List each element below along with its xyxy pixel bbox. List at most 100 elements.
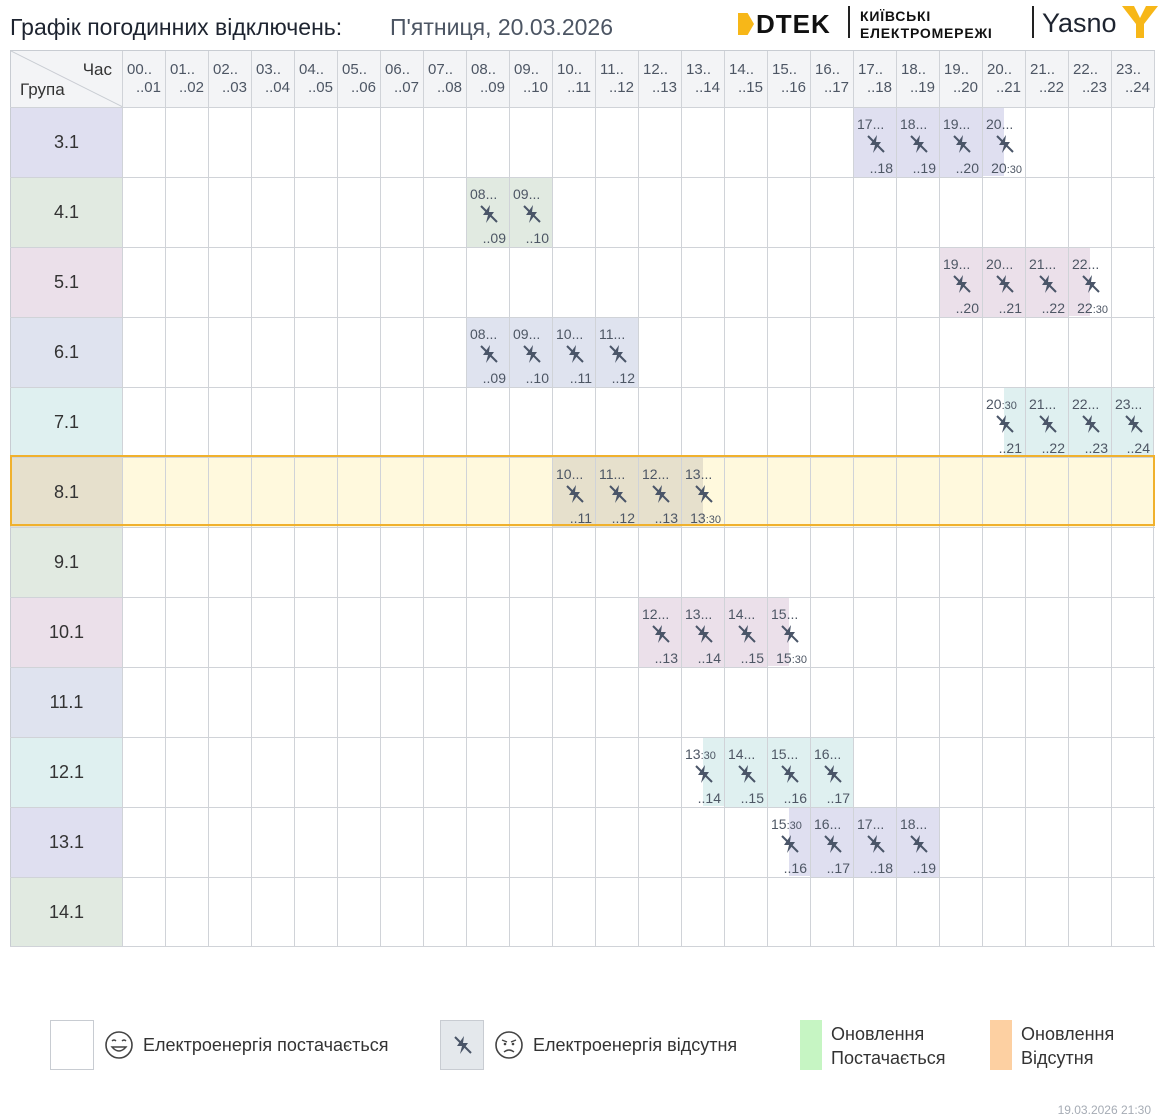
hour-cell-outage: 12... ..13	[638, 458, 681, 527]
hour-cell-power-on	[681, 388, 724, 457]
power-off-icon	[565, 484, 585, 504]
hour-cell-power-on	[767, 318, 810, 387]
group-label: 3.1	[10, 108, 122, 177]
hour-cell-power-on	[1068, 738, 1111, 807]
hour-header-start: 18..	[901, 61, 927, 78]
hour-cell-outage: 12... ..13	[638, 598, 681, 667]
hour-cell-power-on	[896, 388, 939, 457]
hour-header-end: ..15	[737, 79, 763, 96]
cell-end-hour: ..19	[912, 160, 936, 176]
cell-end-hour: ..21	[998, 440, 1022, 456]
hour-cell-power-on	[638, 808, 681, 877]
hour-header: 06.. ..07	[380, 51, 423, 107]
hour-cell-power-on	[509, 528, 552, 597]
hour-header-start: 05..	[342, 61, 368, 78]
cell-end-hour: ..17	[826, 790, 850, 806]
hour-cell-outage: 10... ..11	[552, 318, 595, 387]
hour-cell-power-on	[509, 598, 552, 667]
hour-cell-power-on	[337, 668, 380, 737]
cell-end-hour: ..22	[1041, 300, 1065, 316]
group-row: 8.1 10... ..11 11... ..12 12... ..13 13... 13:30	[10, 457, 1155, 527]
cell-start-time: 20:30	[986, 396, 1017, 412]
hour-cell-power-on	[724, 528, 767, 597]
group-row: 7.1 20:30 ..21 21... ..22 22... ..23 23... ..24	[10, 387, 1155, 457]
hour-header-start: 02..	[213, 61, 239, 78]
hour-header-end: ..12	[608, 79, 634, 96]
hour-cell-power-on	[939, 598, 982, 667]
dtek-mark-icon	[738, 13, 754, 35]
hour-cell-outage: 20:30 ..21	[982, 388, 1025, 457]
hour-cell-power-on	[165, 178, 208, 247]
hour-cell-power-on	[767, 458, 810, 527]
legend-update-off-line1: Оновлення	[1021, 1024, 1115, 1044]
hour-cell-power-on	[1068, 598, 1111, 667]
power-off-icon	[866, 134, 886, 154]
hour-cell-power-on	[853, 738, 896, 807]
hour-cell-power-on	[251, 528, 294, 597]
cell-end-hour: ..13	[654, 510, 678, 526]
cell-start-hour: 11...	[599, 466, 626, 482]
hour-cell-power-on	[896, 248, 939, 317]
legend-swatch-update-off	[990, 1020, 1012, 1070]
hour-cell-power-on	[896, 318, 939, 387]
hour-cell-power-on	[294, 668, 337, 737]
hour-cell-power-on	[810, 178, 853, 247]
hour-cell-power-on	[853, 668, 896, 737]
hour-cell-power-on	[982, 458, 1025, 527]
hour-cell-power-on	[337, 528, 380, 597]
cell-end-hour: ..14	[697, 650, 721, 666]
cell-end-time: 13:30	[690, 510, 721, 526]
hour-cell-power-on	[251, 388, 294, 457]
hour-header-start: 17..	[858, 61, 884, 78]
cell-start-time: 18...	[900, 816, 927, 832]
hour-cell-power-on	[294, 108, 337, 177]
hour-cell-power-on	[251, 668, 294, 737]
power-off-icon	[952, 134, 972, 154]
hour-cell-power-on	[982, 318, 1025, 387]
cell-start-hour: 23...	[1115, 396, 1143, 412]
cell-start-time: 18...	[900, 116, 927, 132]
cell-end-time: ..13	[655, 650, 678, 666]
hour-cell-power-on	[251, 178, 294, 247]
hour-cell-power-on	[724, 248, 767, 317]
cell-end-hour: ..12	[611, 370, 635, 386]
cell-start-time: 08...	[470, 186, 497, 202]
hour-cell-power-on	[896, 878, 939, 947]
hour-cell-power-on	[208, 598, 251, 667]
hour-cell-power-on	[982, 808, 1025, 877]
cell-end-hour: ..21	[998, 300, 1022, 316]
cell-start-time: 15...	[771, 606, 798, 622]
group-label: 12.1	[10, 738, 122, 807]
legend-label-power-on: Електроенергія постачається	[143, 1035, 389, 1055]
hour-cell-power-on	[208, 878, 251, 947]
hour-cell-power-on	[337, 598, 380, 667]
hour-cell-power-on	[767, 178, 810, 247]
hour-cell-power-on	[552, 388, 595, 457]
hour-cell-power-on	[638, 528, 681, 597]
hour-cell-power-on	[853, 458, 896, 527]
cell-start-time: 22...	[1072, 396, 1099, 412]
hour-cell-power-on	[208, 528, 251, 597]
cell-start-hour: 18...	[900, 116, 928, 132]
hour-cell-power-on	[1111, 248, 1154, 317]
cell-start-hour: 18...	[900, 816, 928, 832]
hour-cell-power-on	[165, 878, 208, 947]
hour-header-start: 03..	[256, 61, 282, 78]
hour-cell-outage: 15... 15:30	[767, 598, 810, 667]
power-off-icon	[694, 484, 714, 504]
cell-start-time: 08...	[470, 326, 497, 342]
hour-header: 12.. ..13	[638, 51, 681, 107]
kyiv-grids-logo: КИЇВСЬКІ ЕЛЕКТРОМЕРЕЖІ	[860, 8, 993, 42]
cell-start-hour: 17...	[857, 816, 885, 832]
power-off-icon	[1124, 414, 1144, 434]
hour-cell-power-on	[810, 318, 853, 387]
cell-start-hour: 13...	[685, 606, 713, 622]
hour-cell-outage: 14... ..15	[724, 738, 767, 807]
hour-header-end: ..20	[952, 79, 978, 96]
cell-end-hour: 22	[1077, 300, 1093, 316]
hour-cell-power-on	[595, 108, 638, 177]
hour-cell-power-on	[423, 458, 466, 527]
hour-cell-power-on	[294, 178, 337, 247]
cell-start-hour: 16...	[814, 746, 842, 762]
hour-cell-power-on	[1025, 738, 1068, 807]
